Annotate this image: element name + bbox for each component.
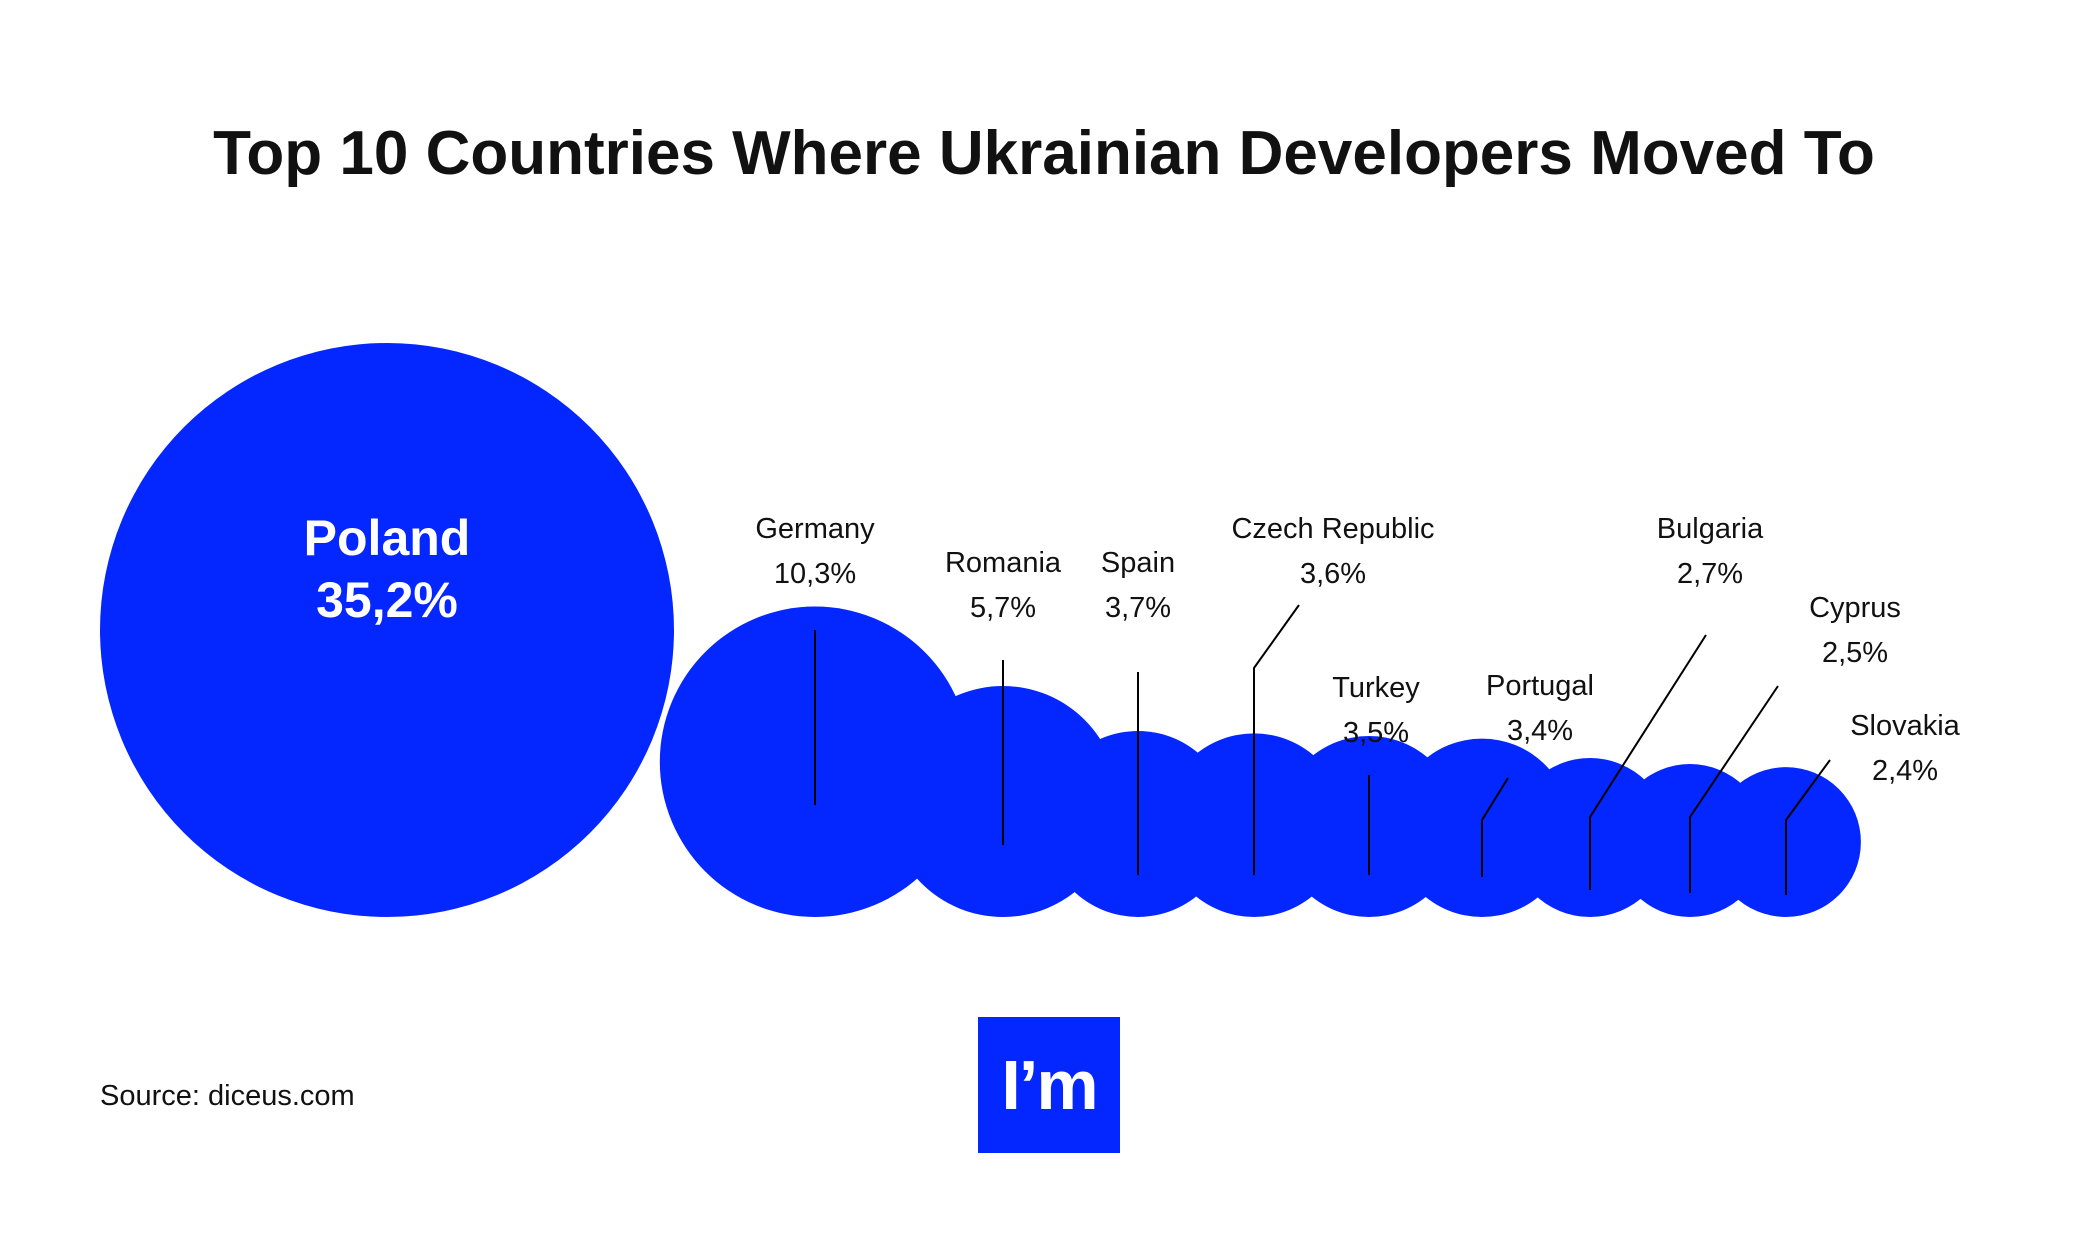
value-label: 3,5%	[1343, 717, 1409, 749]
category-label: Poland	[304, 510, 471, 566]
brand-logo-text: I’m	[1001, 1046, 1098, 1124]
value-label: 2,5%	[1822, 637, 1888, 669]
category-label: Cyprus	[1809, 592, 1901, 624]
leader-line-portugal	[1481, 777, 1509, 877]
category-label: Czech Republic	[1231, 513, 1434, 545]
value-label: 35,2%	[316, 572, 458, 628]
value-label: 5,7%	[970, 592, 1036, 624]
value-label: 2,7%	[1677, 558, 1743, 590]
category-label: Spain	[1101, 547, 1175, 579]
value-label: 3,4%	[1507, 715, 1573, 747]
value-label: 2,4%	[1872, 755, 1938, 787]
chart-title: Top 10 Countries Where Ukrainian Develop…	[213, 119, 1875, 188]
category-label: Portugal	[1486, 670, 1594, 702]
category-label: Germany	[755, 513, 875, 545]
category-label: Romania	[945, 547, 1062, 579]
category-label: Turkey	[1332, 672, 1420, 704]
brand-logo: I’m	[978, 1017, 1120, 1153]
category-label: Bulgaria	[1657, 513, 1764, 545]
leader-line-bulgaria	[1589, 634, 1707, 890]
leader-line-cyprus	[1689, 685, 1779, 893]
category-label: Slovakia	[1850, 710, 1960, 742]
leader-line-slovakia	[1785, 759, 1831, 895]
value-label: 10,3%	[774, 558, 856, 590]
bubble-poland	[100, 343, 674, 917]
value-label: 3,7%	[1105, 592, 1171, 624]
value-label: 3,6%	[1300, 558, 1366, 590]
leader-line-czech-republic	[1253, 604, 1300, 875]
source-note: Source: diceus.com	[100, 1080, 355, 1112]
